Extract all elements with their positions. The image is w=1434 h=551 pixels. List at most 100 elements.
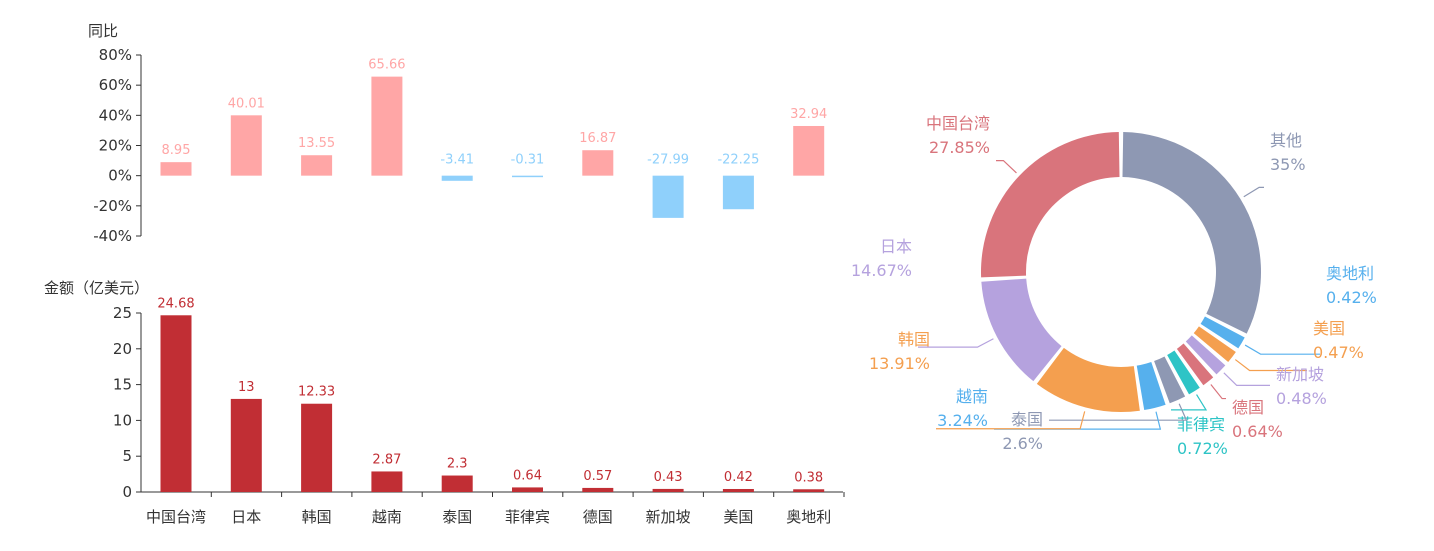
amount-bar [160,315,192,492]
donut-leader-line [936,411,1086,430]
amount-bar [301,403,333,492]
amount-value-label: 0.64 [513,468,542,483]
donut-slice [1036,347,1140,412]
x-tick-label: 韩国 [302,508,332,526]
donut-slice [1154,356,1186,404]
donut-slice-name: 德国 [1232,398,1264,417]
donut-leader-line [1171,394,1208,411]
yoy-y-tick-label: 40% [99,106,132,124]
x-tick-label: 奥地利 [786,508,831,526]
donut-slice-percent: 13.91% [869,354,930,373]
donut-leader-line [1244,344,1320,355]
donut-slice-percent: 27.85% [929,138,990,157]
amount-y-tick-label: 10 [113,411,132,429]
amount-bar [441,475,473,492]
yoy-value-label: -22.25 [717,153,759,168]
amount-y-tick-label: 0 [122,483,132,501]
amount-value-label: 0.38 [794,470,823,485]
x-tick-label: 日本 [231,508,261,526]
amount-value-label: 13 [238,380,255,395]
donut-slice-percent: 0.42% [1326,288,1377,307]
yoy-y-tick-label: 60% [99,76,132,94]
yoy-value-label: 8.95 [162,143,191,158]
yoy-bar [582,150,614,176]
amount-y-tick-label: 5 [122,447,132,465]
donut-slice [1122,132,1262,334]
yoy-bar [160,162,192,176]
donut-slice-percent: 0.64% [1232,422,1283,441]
amount-value-label: 24.68 [157,296,194,311]
yoy-value-label: 40.01 [228,96,265,111]
donut-slice-percent: 14.67% [851,261,912,280]
donut-leader-line [1210,384,1226,400]
donut-slice-percent: 35% [1270,155,1306,174]
donut-leader-line [918,338,994,348]
amount-value-label: 0.57 [583,469,612,484]
donut-slice-name: 中国台湾 [926,114,990,133]
donut-leader-line [996,159,1017,174]
yoy-y-tick-label: -40% [93,227,132,245]
amount-bar [582,487,614,492]
amount-value-label: 2.3 [447,457,468,472]
donut-slice [1185,335,1226,375]
donut-slice-percent: 0.72% [1177,439,1228,458]
yoy-value-label: 16.87 [579,131,616,146]
amount-y-tick-label: 20 [113,340,132,358]
yoy-bar [371,76,403,176]
yoy-bar [652,175,684,218]
x-tick-label: 美国 [723,508,753,526]
donut-slice-name: 奥地利 [1326,264,1374,283]
donut-slice-percent: 2.6% [1002,434,1043,453]
amount-bar [371,471,403,492]
donut-chart: 其他 35% 奥地利 0.42% 美国 0.47% 新加坡 0.48% 德国 0.64% 菲律宾 0.… [851,114,1377,458]
yoy-chart: 同比 80% 60% 40% 20% 0% -20% -40% 8.95 40.01 13.55 65… [88,22,827,245]
yoy-value-label: 65.66 [368,58,405,73]
yoy-bar [441,175,473,181]
x-tick-label: 中国台湾 [146,508,206,526]
donut-slice [1193,326,1236,363]
donut-slice-name: 越南 [956,387,988,406]
donut-slice [981,278,1062,382]
donut-slice [1136,362,1166,411]
amount-bar [722,488,754,492]
donut-slice-percent: 0.48% [1276,389,1327,408]
yoy-y-tick-label: -20% [93,197,132,215]
donut-slice-name: 美国 [1313,319,1345,338]
x-tick-label: 新加坡 [646,508,691,526]
amount-value-label: 0.42 [724,470,753,485]
donut-slice-name: 韩国 [898,330,930,349]
donut-slice-percent: 3.24% [937,411,988,430]
amount-chart: 金额（亿美元） 25 20 15 10 5 0 24.68 13 12.33 2.87 2.3 0.64… [44,279,845,526]
donut-leader-line [1243,186,1264,198]
amount-bar [230,398,262,492]
donut-slice [1200,316,1245,349]
donut-slice-name: 新加坡 [1276,365,1324,384]
yoy-value-label: -0.31 [511,153,545,168]
yoy-value-label: 32.94 [790,107,827,122]
amount-value-label: 2.87 [372,452,401,467]
donut-slice [1167,350,1200,395]
yoy-value-label: -3.41 [440,153,474,168]
amount-y-tick-label: 25 [113,304,132,322]
yoy-bar [512,175,543,178]
donut-slice-name: 其他 [1270,131,1302,150]
amount-bar [652,488,684,492]
yoy-bar [301,155,333,176]
donut-slice-percent: 0.47% [1313,343,1364,362]
donut-slice-name: 泰国 [1011,410,1043,429]
x-tick-label: 菲律宾 [505,508,550,526]
donut-slice-name: 日本 [880,237,912,256]
x-tick-label: 泰国 [442,508,472,526]
donut-leader-line [1049,403,1188,421]
yoy-bar [230,115,262,176]
yoy-bar [793,125,825,176]
amount-y-tick-label: 15 [113,376,132,394]
yoy-y-tick-label: 80% [99,46,132,64]
donut-slice [981,132,1120,278]
yoy-y-tick-label: 0% [108,167,132,185]
donut-slice-name: 菲律宾 [1177,415,1225,434]
yoy-bar [722,175,754,210]
yoy-axis-title: 同比 [88,22,118,40]
